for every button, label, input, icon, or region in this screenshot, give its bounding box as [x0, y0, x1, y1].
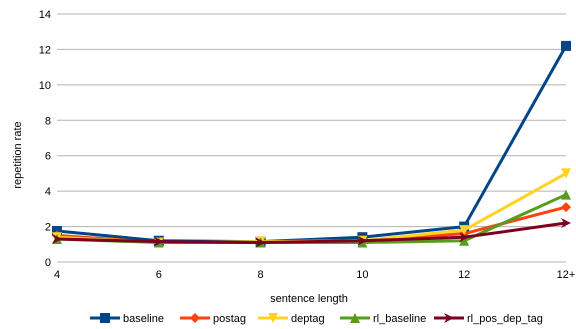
- legend-marker: [444, 313, 454, 323]
- x-tick-labels: 4 6 8 10 12 12+: [54, 269, 575, 281]
- y-tick-label: 14: [39, 9, 51, 21]
- legend-item: deptag: [258, 313, 325, 325]
- series-line: [56, 45, 568, 244]
- legend-label: rl_pos_dep_tag: [467, 313, 543, 325]
- legend-item: postag: [180, 313, 246, 325]
- series-lines: [52, 40, 571, 248]
- data-point: [561, 40, 571, 51]
- data-point: [255, 237, 266, 248]
- series-line: [56, 221, 567, 245]
- data-point: [459, 225, 470, 236]
- legend-label: deptag: [291, 313, 325, 325]
- legend-marker: [190, 313, 200, 323]
- legend-item: rl_baseline: [340, 313, 426, 325]
- y-tick-label: 12: [39, 44, 51, 56]
- legend-label: rl_baseline: [373, 313, 426, 325]
- y-tick-labels: 0 2 4 6 8 10 12 14: [39, 9, 51, 269]
- data-point: [561, 218, 571, 229]
- data-point: [52, 233, 62, 244]
- y-tick-label: 2: [45, 222, 51, 234]
- data-point: [357, 235, 368, 246]
- data-point: [561, 168, 571, 179]
- data-point: [153, 236, 164, 247]
- x-tick-label: 6: [156, 269, 162, 281]
- legend-label: postag: [213, 313, 246, 325]
- y-tick-label: 10: [39, 80, 51, 92]
- x-tick-label: 10: [356, 269, 368, 281]
- y-tick-label: 0: [45, 257, 51, 269]
- legend-item: baseline: [90, 313, 164, 325]
- legend: baseline postag deptag rl_baseline rl_pos_de…: [90, 313, 543, 325]
- x-tick-label: 8: [258, 269, 264, 281]
- y-tick-label: 8: [45, 115, 51, 127]
- x-axis-title: sentence length: [270, 293, 348, 305]
- y-tick-label: 6: [45, 151, 51, 163]
- legend-item: rl_pos_dep_tag: [434, 313, 543, 325]
- data-point: [459, 232, 470, 243]
- legend-label: baseline: [123, 313, 164, 325]
- x-tick-label: 4: [54, 269, 60, 281]
- data-point: [459, 235, 470, 246]
- legend-marker: [268, 313, 278, 323]
- data-point: [561, 202, 571, 213]
- legend-marker: [100, 313, 110, 323]
- legend-marker: [350, 313, 360, 323]
- series-baseline: [52, 40, 571, 247]
- x-tick-label: 12: [458, 269, 470, 281]
- series-deptag: [52, 168, 571, 248]
- y-tick-label: 4: [45, 186, 51, 198]
- series-rl-pos-dep-tag: [52, 218, 571, 248]
- data-point: [561, 189, 571, 200]
- gridlines: [57, 13, 566, 263]
- y-axis-title: repetition rate: [12, 121, 24, 188]
- x-tick-label: 12+: [557, 269, 576, 281]
- series-line: [56, 193, 567, 245]
